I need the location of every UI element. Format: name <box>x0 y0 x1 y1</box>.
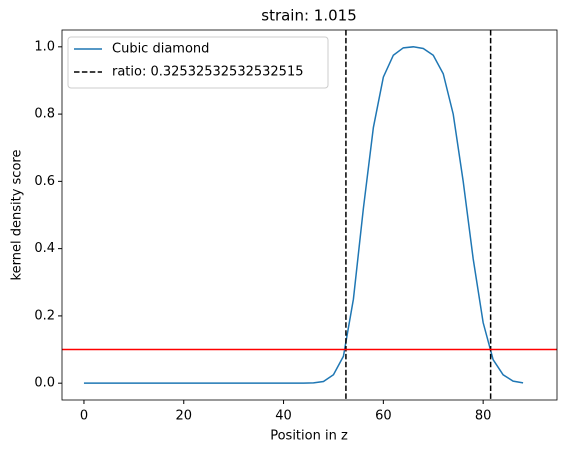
data-line <box>83 46 524 384</box>
y-tick-label: 0.4 <box>34 241 55 256</box>
x-tick-label: 80 <box>475 409 492 424</box>
y-tick-label: 0.0 <box>34 376 55 391</box>
x-tick-label: 20 <box>175 409 192 424</box>
plot-area <box>62 30 557 400</box>
legend-label: Cubic diamond <box>112 42 209 57</box>
x-tick-label: 40 <box>275 409 292 424</box>
y-tick-label: 0.8 <box>34 107 55 122</box>
axes-frame <box>61 29 558 401</box>
x-tick-label: 0 <box>80 409 88 424</box>
y-tick-label: 1.0 <box>34 39 55 54</box>
y-tick-label: 0.2 <box>34 308 55 323</box>
legend-label: ratio: 0.32532532532532515 <box>112 65 304 80</box>
legend-box <box>67 36 329 89</box>
y-axis-label: kernel density score <box>10 150 25 281</box>
x-axis-label: Position in z <box>270 429 348 444</box>
chart-title: strain: 1.015 <box>261 7 357 25</box>
x-tick-label: 60 <box>375 409 392 424</box>
y-tick-label: 0.6 <box>34 174 55 189</box>
